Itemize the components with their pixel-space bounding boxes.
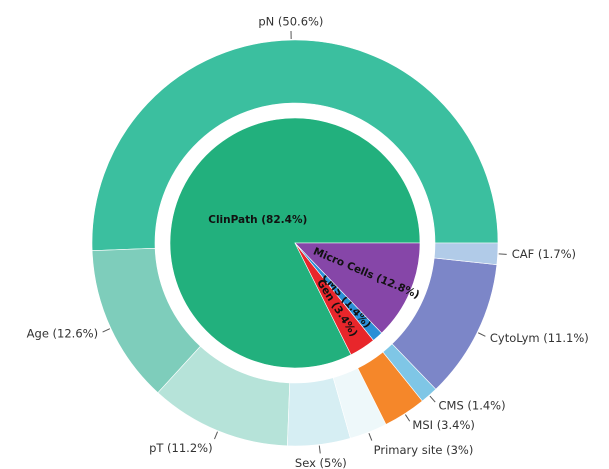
wedge	[294, 242, 421, 334]
leader-line	[429, 395, 436, 403]
outer-label: Age (12.6%)	[27, 327, 98, 341]
outer-label: MSI (3.4%)	[412, 418, 474, 432]
outer-label: pN (50.6%)	[258, 15, 323, 29]
inner-label: ClinPath (82.4%)	[208, 214, 307, 226]
leader-line	[404, 414, 411, 422]
leader-line	[102, 328, 111, 333]
outer-label: Primary site (3%)	[374, 443, 474, 457]
outer-label: pT (11.2%)	[149, 441, 213, 455]
leader-line	[477, 332, 486, 337]
outer-label: CytoLym (11.1%)	[490, 331, 589, 345]
leader-line	[318, 445, 321, 454]
outer-label: CMS (1.4%)	[439, 398, 506, 412]
outer-label: Sex (5%)	[295, 456, 347, 469]
leader-line	[214, 431, 218, 440]
wedge	[433, 242, 499, 265]
outer-label: CAF (1.7%)	[512, 247, 576, 261]
wedge	[91, 39, 499, 251]
leader-line	[368, 432, 373, 441]
